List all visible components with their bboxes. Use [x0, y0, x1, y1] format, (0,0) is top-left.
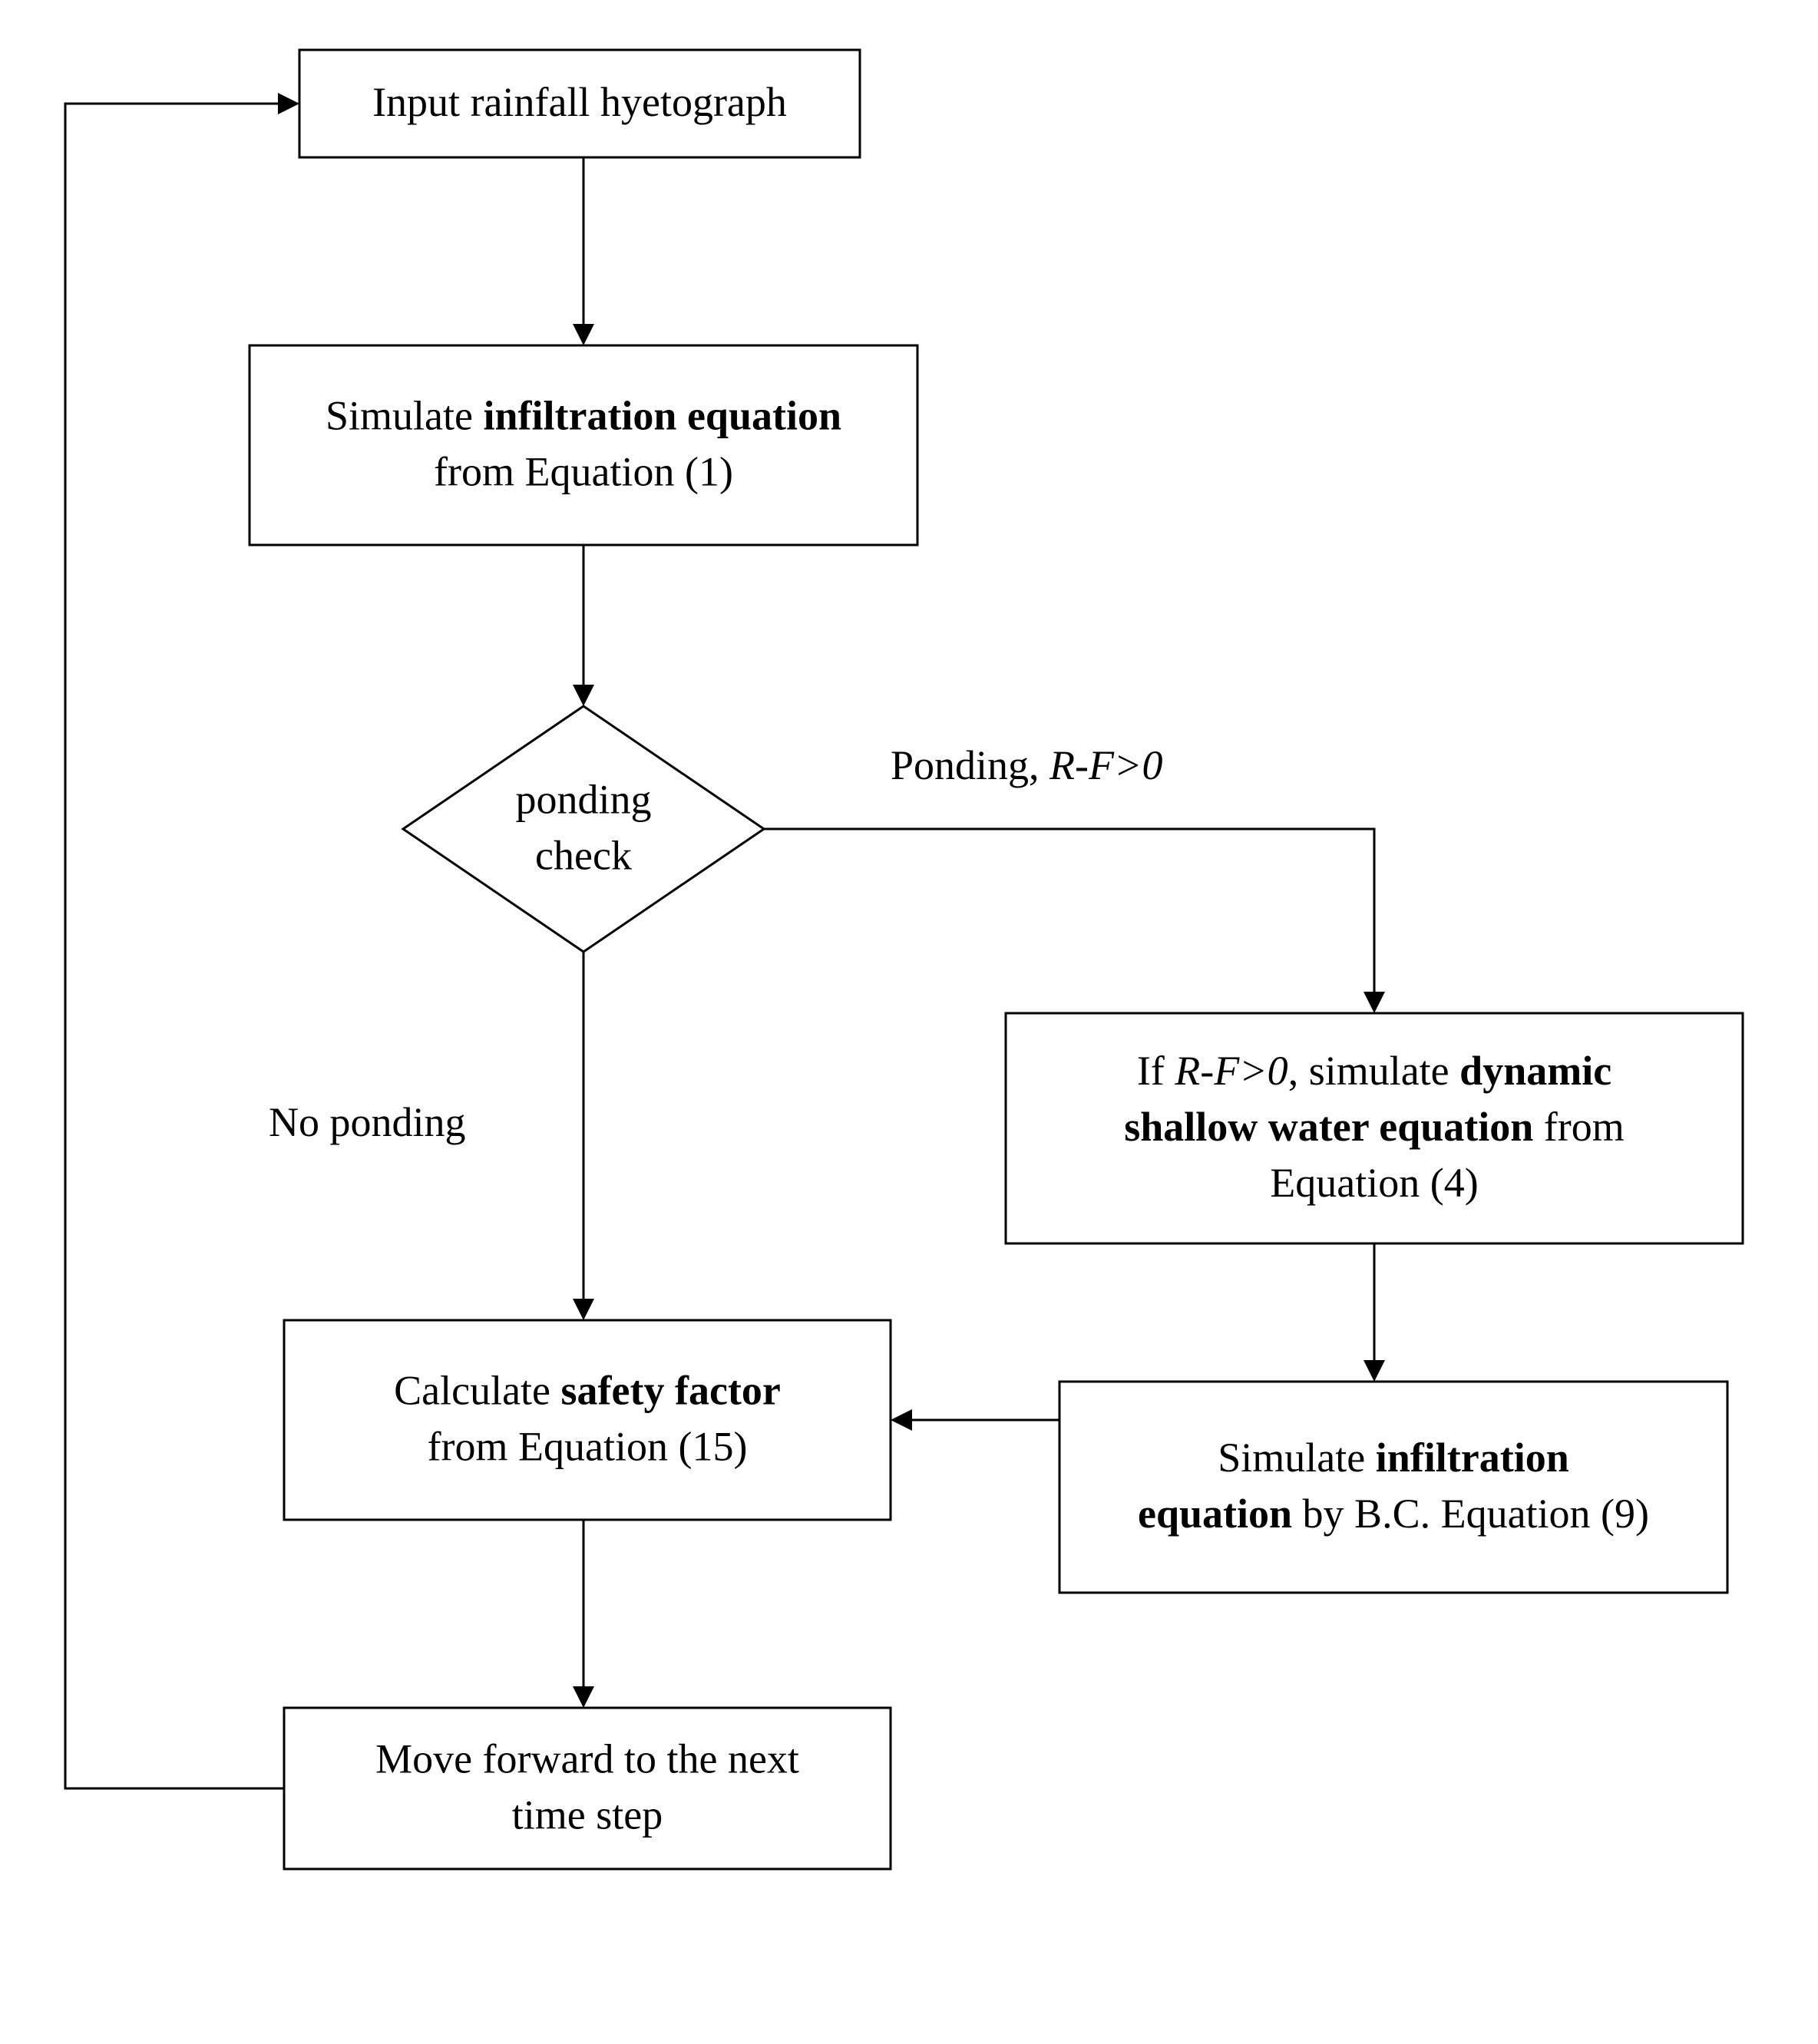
arrowhead [1364, 1360, 1385, 1382]
flowchart-node-n2 [250, 345, 917, 545]
node-text: Move forward to the next [375, 1736, 799, 1782]
node-text: Simulate infiltration [1218, 1435, 1568, 1481]
node-text: Calculate safety factor [394, 1368, 781, 1414]
arrowhead [573, 1686, 594, 1708]
node-text: time step [512, 1791, 663, 1838]
node-text: Input rainfall hyetograph [372, 79, 787, 125]
node-text: check [535, 832, 632, 878]
flowchart-decision-n3 [403, 706, 764, 952]
arrowhead [573, 685, 594, 706]
node-text: ponding [515, 777, 651, 823]
flowchart-node-n7 [284, 1708, 891, 1869]
node-text: from Equation (1) [434, 448, 733, 494]
arrowhead [573, 324, 594, 345]
node-text: shallow water equation from [1124, 1104, 1625, 1150]
node-text: Simulate infiltration equation [326, 393, 841, 439]
edge-label: No ponding [269, 1099, 466, 1145]
node-text: equation by B.C. Equation (9) [1138, 1491, 1649, 1537]
node-text: If R-F>0, simulate dynamic [1137, 1048, 1611, 1094]
flowchart-edge [764, 829, 1374, 992]
edge-label: Ponding, R-F>0 [891, 742, 1162, 788]
arrowhead [278, 93, 299, 114]
arrowhead [891, 1409, 912, 1431]
node-text: Equation (4) [1270, 1160, 1478, 1206]
node-text: from Equation (15) [428, 1423, 748, 1469]
flowchart-canvas: Input rainfall hyetograph Simulate infilt… [0, 0, 1818, 2044]
arrowhead [1364, 992, 1385, 1013]
arrowhead [573, 1299, 594, 1320]
flowchart-node-n5 [284, 1320, 891, 1520]
flowchart-node-n6 [1059, 1382, 1727, 1593]
